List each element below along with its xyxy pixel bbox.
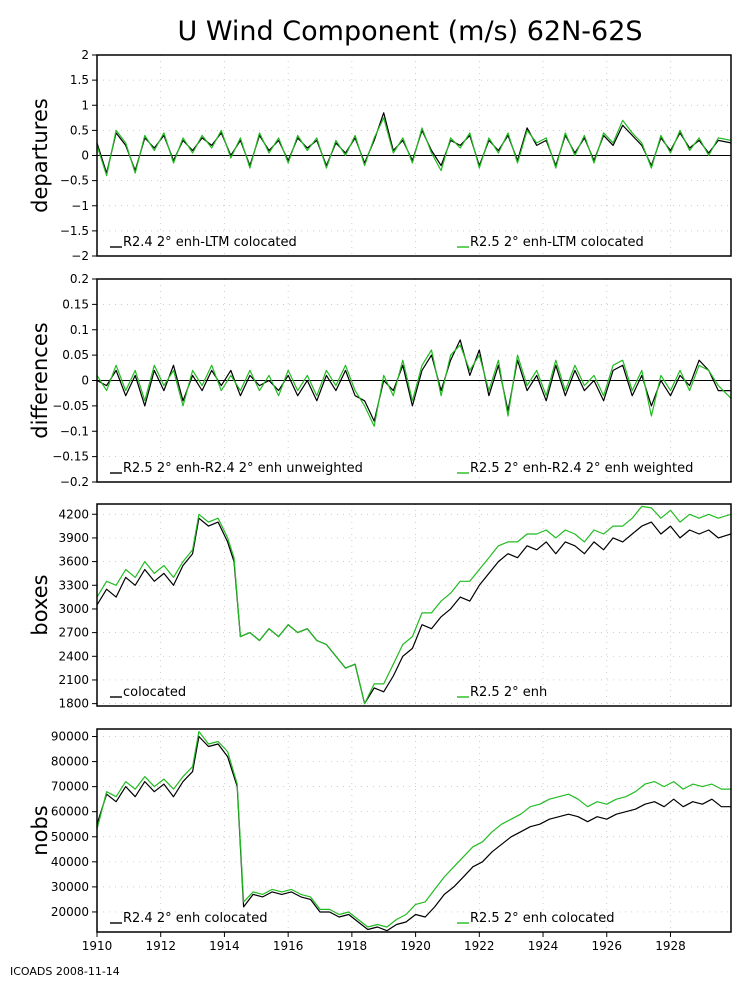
ytick-label-2-8: 4200 — [58, 507, 89, 521]
ytick-label-3-5: 70000 — [51, 780, 89, 794]
legend-label-0-1: R2.5 2° enh-LTM colocated — [470, 235, 644, 250]
panel-2: 1800 2100 2400 2700 3000 3300 3600 3900 4200 boxe… — [28, 504, 731, 711]
xtick-label-8: 1926 — [591, 939, 622, 953]
ytick-label-2-4: 3000 — [58, 602, 89, 616]
ytick-label-0-7: 1.5 — [70, 73, 89, 87]
ytick-label-3-1: 30000 — [51, 880, 89, 894]
xtick-label-1: 1912 — [145, 939, 176, 953]
legend-label-2-1: R2.5 2° enh — [470, 685, 547, 700]
series-line-0-0 — [97, 113, 731, 173]
legend-label-1-0: R2.5 2° enh-R2.4 2° enh unweighted — [123, 461, 363, 476]
ytick-label-0-1: −1.5 — [60, 224, 89, 238]
ytick-label-0-2: −1 — [71, 199, 89, 213]
ytick-label-2-6: 3600 — [58, 555, 89, 569]
ytick-label-2-2: 2400 — [58, 649, 89, 663]
ytick-label-1-8: 0.2 — [70, 272, 89, 286]
ytick-label-2-0: 1800 — [58, 697, 89, 711]
ytick-label-2-1: 2100 — [58, 673, 89, 687]
panel-0: −2 −1.5 −1 −0.5 0 0.5 1 1.5 2 departures R2.4 2° e… — [28, 48, 731, 263]
ytick-label-3-7: 90000 — [51, 730, 89, 744]
ytick-label-0-3: −0.5 — [60, 174, 89, 188]
legend-label-1-1: R2.5 2° enh-R2.4 2° enh weighted — [470, 461, 693, 476]
ytick-label-0-6: 1 — [81, 98, 89, 112]
panel-1: −0.2 −0.15 −0.1 −0.05 0 0.05 0.1 0.15 0.2 differe… — [28, 272, 731, 489]
ytick-label-1-3: −0.05 — [52, 399, 89, 413]
xtick-label-4: 1918 — [337, 939, 368, 953]
series-line-3-0 — [97, 737, 731, 931]
ylabel-1: differences — [28, 322, 52, 438]
ytick-label-3-0: 20000 — [51, 905, 89, 919]
xtick-label-2: 1914 — [209, 939, 240, 953]
ytick-label-0-0: −2 — [71, 249, 89, 263]
legend-label-0-0: R2.4 2° enh-LTM colocated — [123, 235, 297, 250]
ytick-label-3-6: 80000 — [51, 755, 89, 769]
legend-label-3-1: R2.5 2° enh colocated — [470, 911, 614, 926]
series-line-2-0 — [97, 518, 731, 703]
ytick-label-0-4: 0 — [81, 149, 89, 163]
ylabel-2: boxes — [28, 574, 52, 635]
xtick-label-6: 1922 — [464, 939, 495, 953]
ytick-label-3-2: 40000 — [51, 855, 89, 869]
plot-frame-3 — [97, 729, 731, 932]
chart-title: U Wind Component (m/s) 62N-62S — [177, 16, 642, 47]
series-line-3-1 — [97, 732, 731, 928]
xtick-label-3: 1916 — [273, 939, 304, 953]
x-axis: 1910 1912 1914 1916 1918 1920 1922 1924 1926 1928 — [82, 932, 686, 953]
series-line-0-1 — [97, 118, 731, 176]
footer-note: ICOADS 2008-11-14 — [10, 965, 120, 978]
ytick-label-1-7: 0.15 — [62, 297, 89, 311]
ytick-label-0-5: 0.5 — [70, 123, 89, 137]
ylabel-0: departures — [28, 98, 52, 213]
xtick-label-9: 1928 — [655, 939, 686, 953]
ytick-label-1-1: −0.15 — [52, 450, 89, 464]
plot-frame-2 — [97, 504, 731, 706]
ytick-label-2-7: 3900 — [58, 531, 89, 545]
ytick-label-1-6: 0.1 — [70, 323, 89, 337]
xtick-label-0: 1910 — [82, 939, 113, 953]
panels: −2 −1.5 −1 −0.5 0 0.5 1 1.5 2 departures R2.4 2° e… — [28, 48, 731, 932]
ytick-label-2-5: 3300 — [58, 578, 89, 592]
series-line-1-1 — [97, 345, 731, 426]
ytick-label-3-4: 60000 — [51, 805, 89, 819]
ylabel-3: nobs — [28, 805, 52, 855]
ytick-label-3-3: 50000 — [51, 830, 89, 844]
ytick-label-1-5: 0.05 — [62, 348, 89, 362]
ytick-label-1-4: 0 — [81, 374, 89, 388]
series-line-2-1 — [97, 506, 731, 703]
ytick-label-1-2: −0.1 — [60, 424, 89, 438]
legend-label-3-0: R2.4 2° enh colocated — [123, 911, 267, 926]
legend-label-2-0: colocated — [123, 685, 186, 700]
xtick-label-7: 1924 — [528, 939, 559, 953]
xtick-label-5: 1920 — [400, 939, 431, 953]
ytick-label-1-0: −0.2 — [60, 475, 89, 489]
panel-3: 20000 30000 40000 50000 60000 70000 80000 90000… — [28, 729, 731, 932]
ytick-label-2-3: 2700 — [58, 626, 89, 640]
ytick-label-0-8: 2 — [81, 48, 89, 62]
